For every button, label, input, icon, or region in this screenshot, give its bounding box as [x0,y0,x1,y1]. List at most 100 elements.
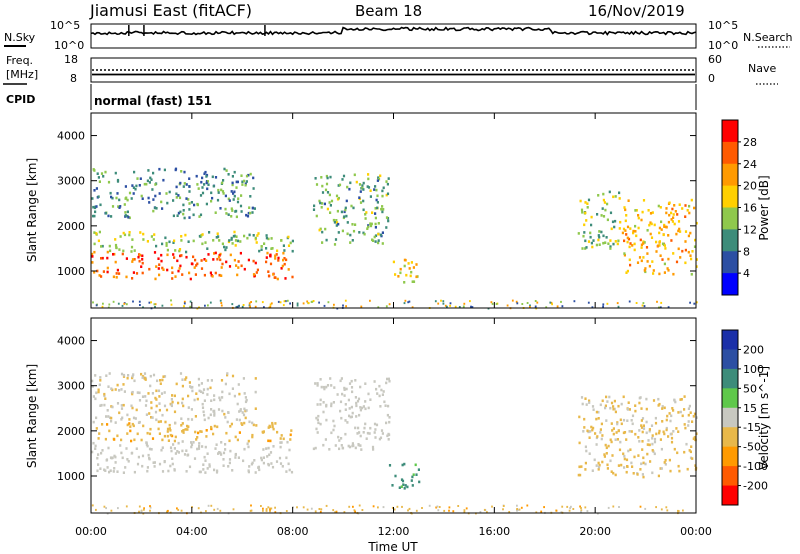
velocity-cell [316,431,319,434]
ground-scatter-cell [490,301,493,304]
velocity-ylabel: Slant Range [km] [25,364,39,468]
ground-scatter-cell [143,507,145,510]
velocity-cell [120,404,123,407]
velocity-cell [154,410,158,414]
ground-scatter-cell [516,302,519,305]
noise-spikes [128,25,266,36]
ground-scatter-cell [103,505,106,508]
velocity-cell [197,377,200,381]
power-cell [643,241,646,244]
velocity-cell [198,444,201,448]
power-cell [365,211,368,214]
power-cell [118,272,121,275]
velocity-cell [180,424,183,427]
velocity-cell [168,427,171,430]
power-cell [689,254,692,257]
velocity-cell [663,461,666,464]
power-cell [174,249,177,252]
power-cell [377,232,380,236]
power-cell [318,199,321,203]
velocity-cell [147,392,150,395]
nave-tick-low: 0 [708,72,715,85]
power-cell [185,255,188,259]
power-cell [206,247,209,250]
velocity-cell [105,415,108,418]
power-cell [283,257,286,260]
power-cell [321,184,324,188]
power-cell [614,240,617,243]
velocity-cell [267,439,270,443]
date-title: 16/Nov/2019 [588,2,685,20]
ground-scatter-cell [435,506,438,509]
velocity-cell [171,400,174,404]
velocity-cell [170,403,173,406]
power-cell [590,215,593,219]
ground-scatter-cell [665,506,668,509]
power-cell [217,235,220,238]
velocity-cell [367,392,370,396]
velocity-cell [678,469,681,473]
power-cell [584,239,587,243]
power-cell [587,240,591,243]
velocity-cell [114,421,117,424]
power-cell [116,192,119,195]
power-cell [104,212,107,215]
power-cell [345,199,348,203]
velocity-cell [404,484,407,487]
x-tick-label: 08:00 [277,525,309,538]
velocity-cell [262,461,265,465]
power-cell [183,216,186,220]
velocity-cell [208,465,211,468]
velocity-cell [149,427,152,431]
power-cell [693,206,696,210]
velocity-cell [584,461,587,465]
velocity-cell [386,413,389,417]
velocity-cell [103,468,106,472]
power-cell [146,240,149,243]
velocity-cell [584,397,587,400]
velocity-cell [107,415,110,418]
velocity-cell [376,392,379,395]
velocity-cell [231,374,235,378]
power-cell [381,189,384,193]
ground-scatter-cell [536,301,539,304]
velocity-cell [622,452,625,456]
velocity-cell [620,422,623,426]
velocity-cell [114,461,117,464]
velocity-cell [612,427,615,430]
ground-scatter-cell [388,303,391,306]
power-cell [649,221,652,224]
velocity-cell [594,432,597,435]
power-cell [249,211,252,215]
power-cell [220,188,223,192]
power-cell [219,207,222,210]
velocity-cell [666,414,669,418]
power-cell [224,248,227,252]
power-cell [349,241,352,244]
velocity-cell [224,443,227,446]
velocity-cell [157,389,161,393]
velocity-cell [204,459,207,462]
power-cell [626,269,629,273]
power-cell [679,256,682,259]
power-cell [216,232,219,235]
velocity-cell [584,468,587,471]
power-cell [227,213,230,216]
ground-scatter-cell [274,506,276,509]
velocity-cell [94,397,97,401]
velocity-cell [234,452,237,456]
velocity-cell [140,372,143,376]
power-cell [231,175,234,178]
x-tick-label: 20:00 [579,525,611,538]
power-cell [247,173,250,177]
power-cell [667,234,670,237]
power-cell [584,247,587,250]
velocity-cell [325,418,328,422]
power-cell [201,176,204,180]
velocity-cell [386,434,389,438]
power-cell [150,235,153,238]
power-cell [312,208,316,211]
power-cell [674,210,677,213]
ground-scatter-cell [121,304,124,307]
